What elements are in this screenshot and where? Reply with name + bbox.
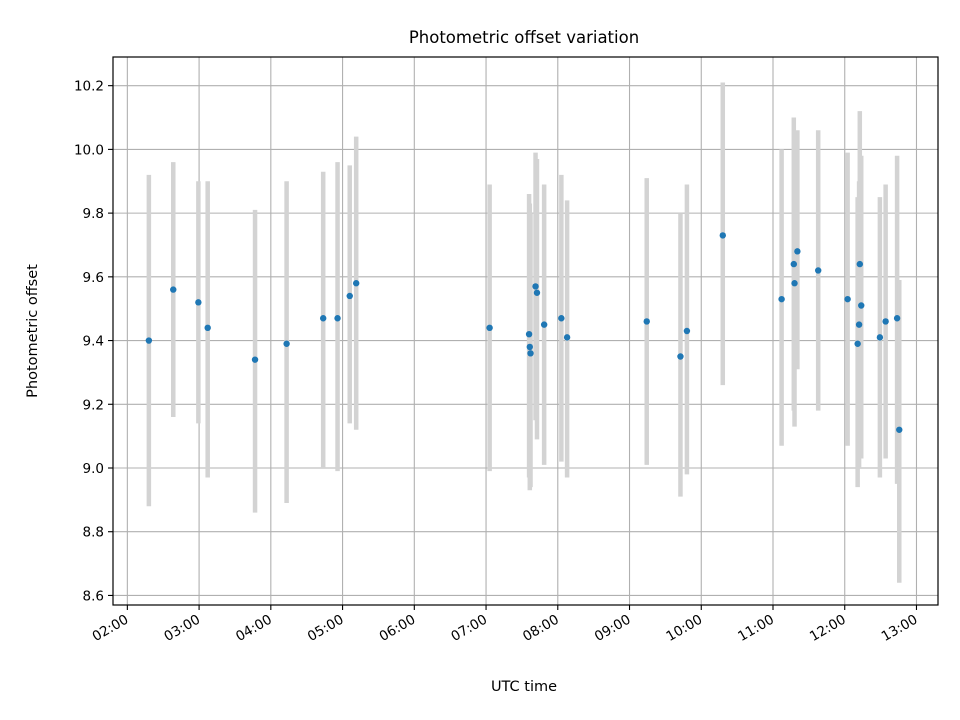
data-point (319, 315, 327, 322)
y-tick-label: 10.0 (74, 142, 104, 158)
chart-title: Photometric offset variation (409, 28, 639, 47)
data-points (145, 232, 903, 433)
y-tick-label: 8.6 (83, 588, 104, 604)
y-tick-label: 10.2 (74, 79, 104, 95)
y-tick-label: 9.2 (83, 397, 104, 413)
data-point (532, 283, 539, 290)
data-point (876, 334, 884, 341)
data-point (526, 343, 534, 351)
data-point (683, 327, 691, 335)
data-point (533, 289, 541, 296)
y-axis-ticks: 8.6 8.8 9.0 9.2 9.4 9.6 9.8 10.0 10.2 (74, 79, 113, 604)
data-point (334, 315, 341, 322)
grid-lines (113, 57, 938, 605)
data-point (145, 337, 153, 344)
data-point (170, 286, 177, 293)
data-point (563, 334, 571, 341)
data-point (486, 324, 493, 332)
data-point (896, 426, 903, 433)
data-point (791, 280, 798, 287)
y-tick-label: 9.0 (83, 461, 104, 477)
data-point (677, 353, 684, 360)
data-point (558, 315, 565, 322)
data-point (856, 260, 864, 268)
data-point (525, 330, 533, 338)
y-tick-label: 9.6 (83, 270, 104, 286)
data-point (540, 321, 548, 328)
data-point (251, 356, 259, 363)
x-axis-label: UTC time (491, 679, 557, 695)
data-point (854, 340, 861, 347)
data-point (844, 295, 851, 303)
data-point (778, 295, 785, 303)
data-point (195, 299, 202, 306)
data-point (643, 318, 650, 325)
data-point (719, 232, 726, 239)
data-point (790, 260, 798, 268)
y-tick-label: 9.4 (83, 334, 104, 350)
y-tick-label: 9.8 (83, 206, 104, 222)
data-point (204, 324, 211, 332)
y-tick-label: 8.8 (83, 525, 104, 541)
y-axis-label: Photometric offset (25, 264, 41, 398)
data-point (893, 315, 901, 322)
data-point (882, 318, 889, 325)
data-point (283, 340, 290, 347)
data-point (346, 292, 353, 300)
data-point (794, 248, 801, 255)
data-point (858, 302, 865, 309)
data-point (527, 350, 534, 357)
plot-frame (112, 56, 939, 606)
data-point (814, 267, 822, 274)
data-point (352, 280, 360, 287)
data-point (855, 321, 863, 328)
